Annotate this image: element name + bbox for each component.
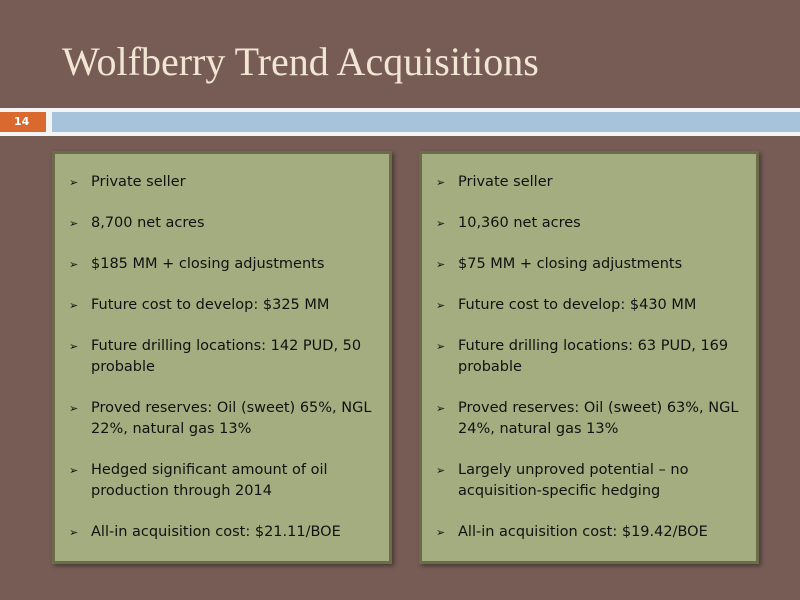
bullet-list: Private seller 10,360 net acres $75 MM + c… <box>436 172 746 543</box>
bullet-item: $185 MM + closing adjustments <box>69 254 379 275</box>
bullet-item: Future cost to develop: $325 MM <box>69 295 379 316</box>
slide-title: Wolfberry Trend Acquisitions <box>62 39 539 84</box>
bullet-item: Proved reserves: Oil (sweet) 63%, NGL 24… <box>436 398 746 440</box>
header-bar <box>52 112 800 132</box>
panel: Private seller 8,700 net acres $185 MM + c… <box>52 151 392 564</box>
bullet-item: $75 MM + closing adjustments <box>436 254 746 275</box>
bullet-item: 10,360 net acres <box>436 213 746 234</box>
bullet-item: All-in acquisition cost: $19.42/BOE <box>436 522 746 543</box>
bullet-item: Private seller <box>69 172 379 193</box>
bullet-item: Future drilling locations: 63 PUD, 169 p… <box>436 336 746 378</box>
bullet-list: Private seller 8,700 net acres $185 MM + c… <box>69 172 379 543</box>
bullet-item: All-in acquisition cost: $21.11/BOE <box>69 522 379 543</box>
panel: Private seller 10,360 net acres $75 MM + c… <box>419 151 759 564</box>
bullet-item: Proved reserves: Oil (sweet) 65%, NGL 22… <box>69 398 379 440</box>
bullet-item: Future cost to develop: $430 MM <box>436 295 746 316</box>
bullet-item: Future drilling locations: 142 PUD, 50 p… <box>69 336 379 378</box>
bullet-item: Largely unproved potential – no acquisit… <box>436 460 746 502</box>
slide-number: 14 <box>0 112 46 132</box>
bullet-item: Private seller <box>436 172 746 193</box>
bullet-item: 8,700 net acres <box>69 213 379 234</box>
bullet-item: Hedged significant amount of oil product… <box>69 460 379 502</box>
